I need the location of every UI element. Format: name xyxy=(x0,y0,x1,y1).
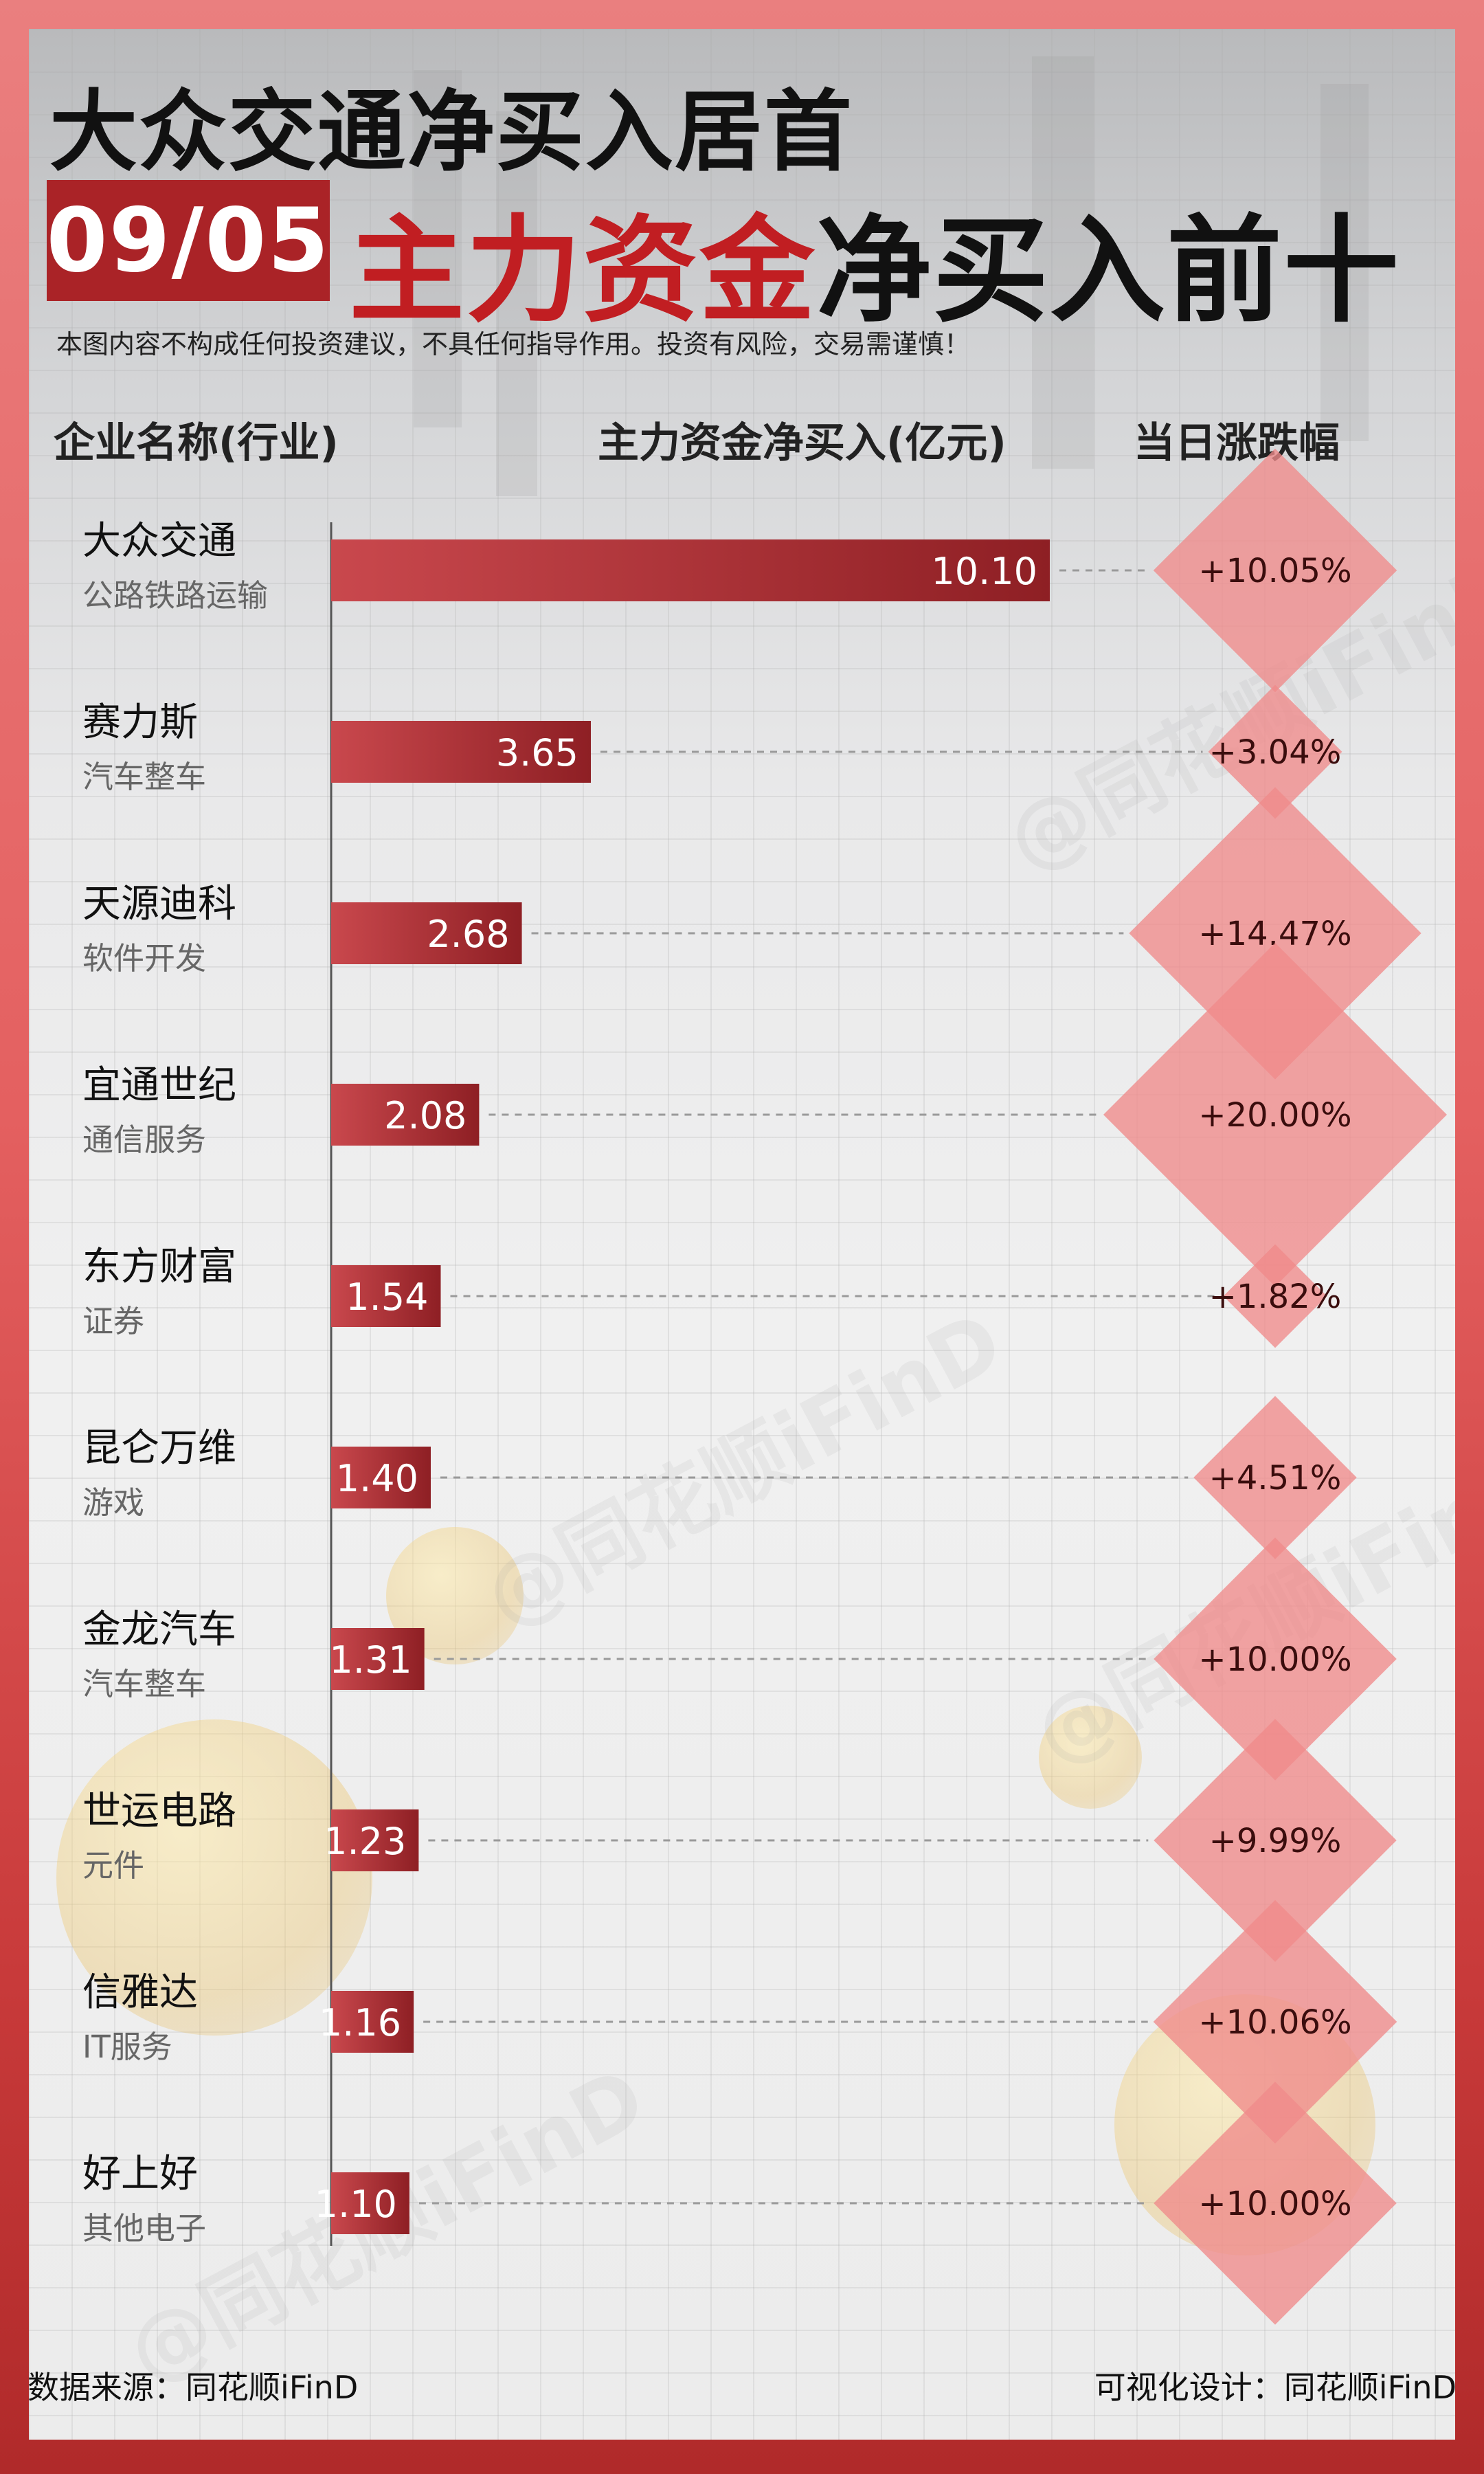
background-decoration xyxy=(1032,56,1094,469)
change-diamond xyxy=(1153,448,1397,693)
chart-subtitle: 主力资金净买入前十 xyxy=(349,177,1400,344)
industry-label: 公路铁路运输 xyxy=(82,577,268,614)
change-label: +10.00% xyxy=(1198,1640,1351,1679)
bar-value-label: 10.10 xyxy=(931,550,1037,593)
company-name: 宜通世纪 xyxy=(82,1063,236,1108)
bar-value-label: 1.40 xyxy=(336,1457,418,1500)
change-diamond xyxy=(1193,1396,1357,1559)
bar xyxy=(331,1084,480,1146)
industry-label: 通信服务 xyxy=(82,1122,206,1158)
data-source: 数据来源：同花顺iFinD xyxy=(27,2369,359,2406)
background-decoration xyxy=(496,111,537,496)
bar xyxy=(331,1991,414,2053)
company-name: 昆仑万维 xyxy=(82,1426,236,1471)
bar xyxy=(331,1265,441,1327)
bar xyxy=(331,1809,419,1871)
page-title: 大众交通净买入居首 xyxy=(49,81,854,183)
industry-label: 汽车整车 xyxy=(82,759,206,795)
coin-decoration xyxy=(56,1719,372,2036)
company-name: 金龙汽车 xyxy=(82,1607,236,1652)
change-diamond xyxy=(1103,943,1447,1286)
company-name: 天源迪科 xyxy=(82,882,236,926)
poster-card: @同花顺iFinD @同花顺iFinD @同花顺iFinD @同花顺iFinD xyxy=(29,29,1455,2440)
background-decoration xyxy=(414,70,462,427)
change-diamond xyxy=(1154,1719,1397,1962)
change-label: +1.82% xyxy=(1209,1278,1342,1316)
change-label: +4.51% xyxy=(1209,1459,1342,1497)
bar-value-label: 1.23 xyxy=(324,1820,406,1863)
subtitle-rest: 净买入前十 xyxy=(816,203,1400,338)
industry-label: 汽车整车 xyxy=(82,1666,206,1702)
bar xyxy=(331,721,592,783)
bar xyxy=(331,539,1050,601)
change-label: +20.00% xyxy=(1198,1096,1351,1135)
column-header-change: 当日涨跌幅 xyxy=(1134,419,1340,467)
company-name: 东方财富 xyxy=(82,1245,236,1289)
company-name: 好上好 xyxy=(82,2152,198,2196)
change-label: +10.00% xyxy=(1198,2185,1351,2223)
change-diamond xyxy=(1154,2082,1397,2325)
change-diamond xyxy=(1154,1537,1397,1781)
design-credit: 可视化设计：同花顺iFinD xyxy=(1094,2369,1457,2406)
bar-value-label: 3.65 xyxy=(496,731,578,774)
bar-value-label: 1.16 xyxy=(319,2001,401,2044)
industry-label: 证券 xyxy=(82,1303,144,1339)
bar-value-label: 1.10 xyxy=(315,2183,397,2226)
company-name: 大众交通 xyxy=(82,519,236,564)
bar-value-label: 1.54 xyxy=(346,1275,428,1319)
industry-label: 软件开发 xyxy=(82,940,206,977)
industry-label: 游戏 xyxy=(82,1484,144,1521)
bar xyxy=(331,902,522,964)
change-diamond xyxy=(1129,787,1421,1080)
change-diamond xyxy=(1153,1899,1397,2144)
bar xyxy=(331,1628,425,1690)
change-label: +3.04% xyxy=(1209,733,1342,772)
change-label: +9.99% xyxy=(1209,1822,1342,1860)
industry-label: IT服务 xyxy=(82,2029,172,2065)
bar xyxy=(331,2172,409,2234)
date-badge: 09/05 xyxy=(47,180,330,301)
bar-value-label: 2.08 xyxy=(384,1094,466,1137)
company-name: 信雅达 xyxy=(82,1970,198,2015)
change-label: +10.05% xyxy=(1198,552,1351,590)
change-diamond xyxy=(1223,1244,1327,1348)
background-decoration xyxy=(1320,84,1369,441)
column-header-name: 企业名称(行业) xyxy=(54,419,339,467)
change-label: +10.06% xyxy=(1198,2003,1351,2042)
subtitle-highlight: 主力资金 xyxy=(349,203,816,338)
industry-label: 元件 xyxy=(82,1847,144,1884)
bar xyxy=(331,1447,431,1508)
change-diamond xyxy=(1208,684,1342,819)
industry-label: 其他电子 xyxy=(82,2210,206,2247)
company-name: 世运电路 xyxy=(82,1789,236,1834)
coin-decoration xyxy=(1039,1706,1142,1809)
bar-value-label: 2.68 xyxy=(427,913,509,956)
disclaimer: 本图内容不构成任何投资建议，不具任何指导作用。投资有风险，交易需谨慎！ xyxy=(56,329,971,359)
bar-value-label: 1.31 xyxy=(329,1638,412,1682)
company-name: 赛力斯 xyxy=(82,700,198,745)
column-header-net-buy: 主力资金净买入(亿元) xyxy=(598,419,1007,467)
